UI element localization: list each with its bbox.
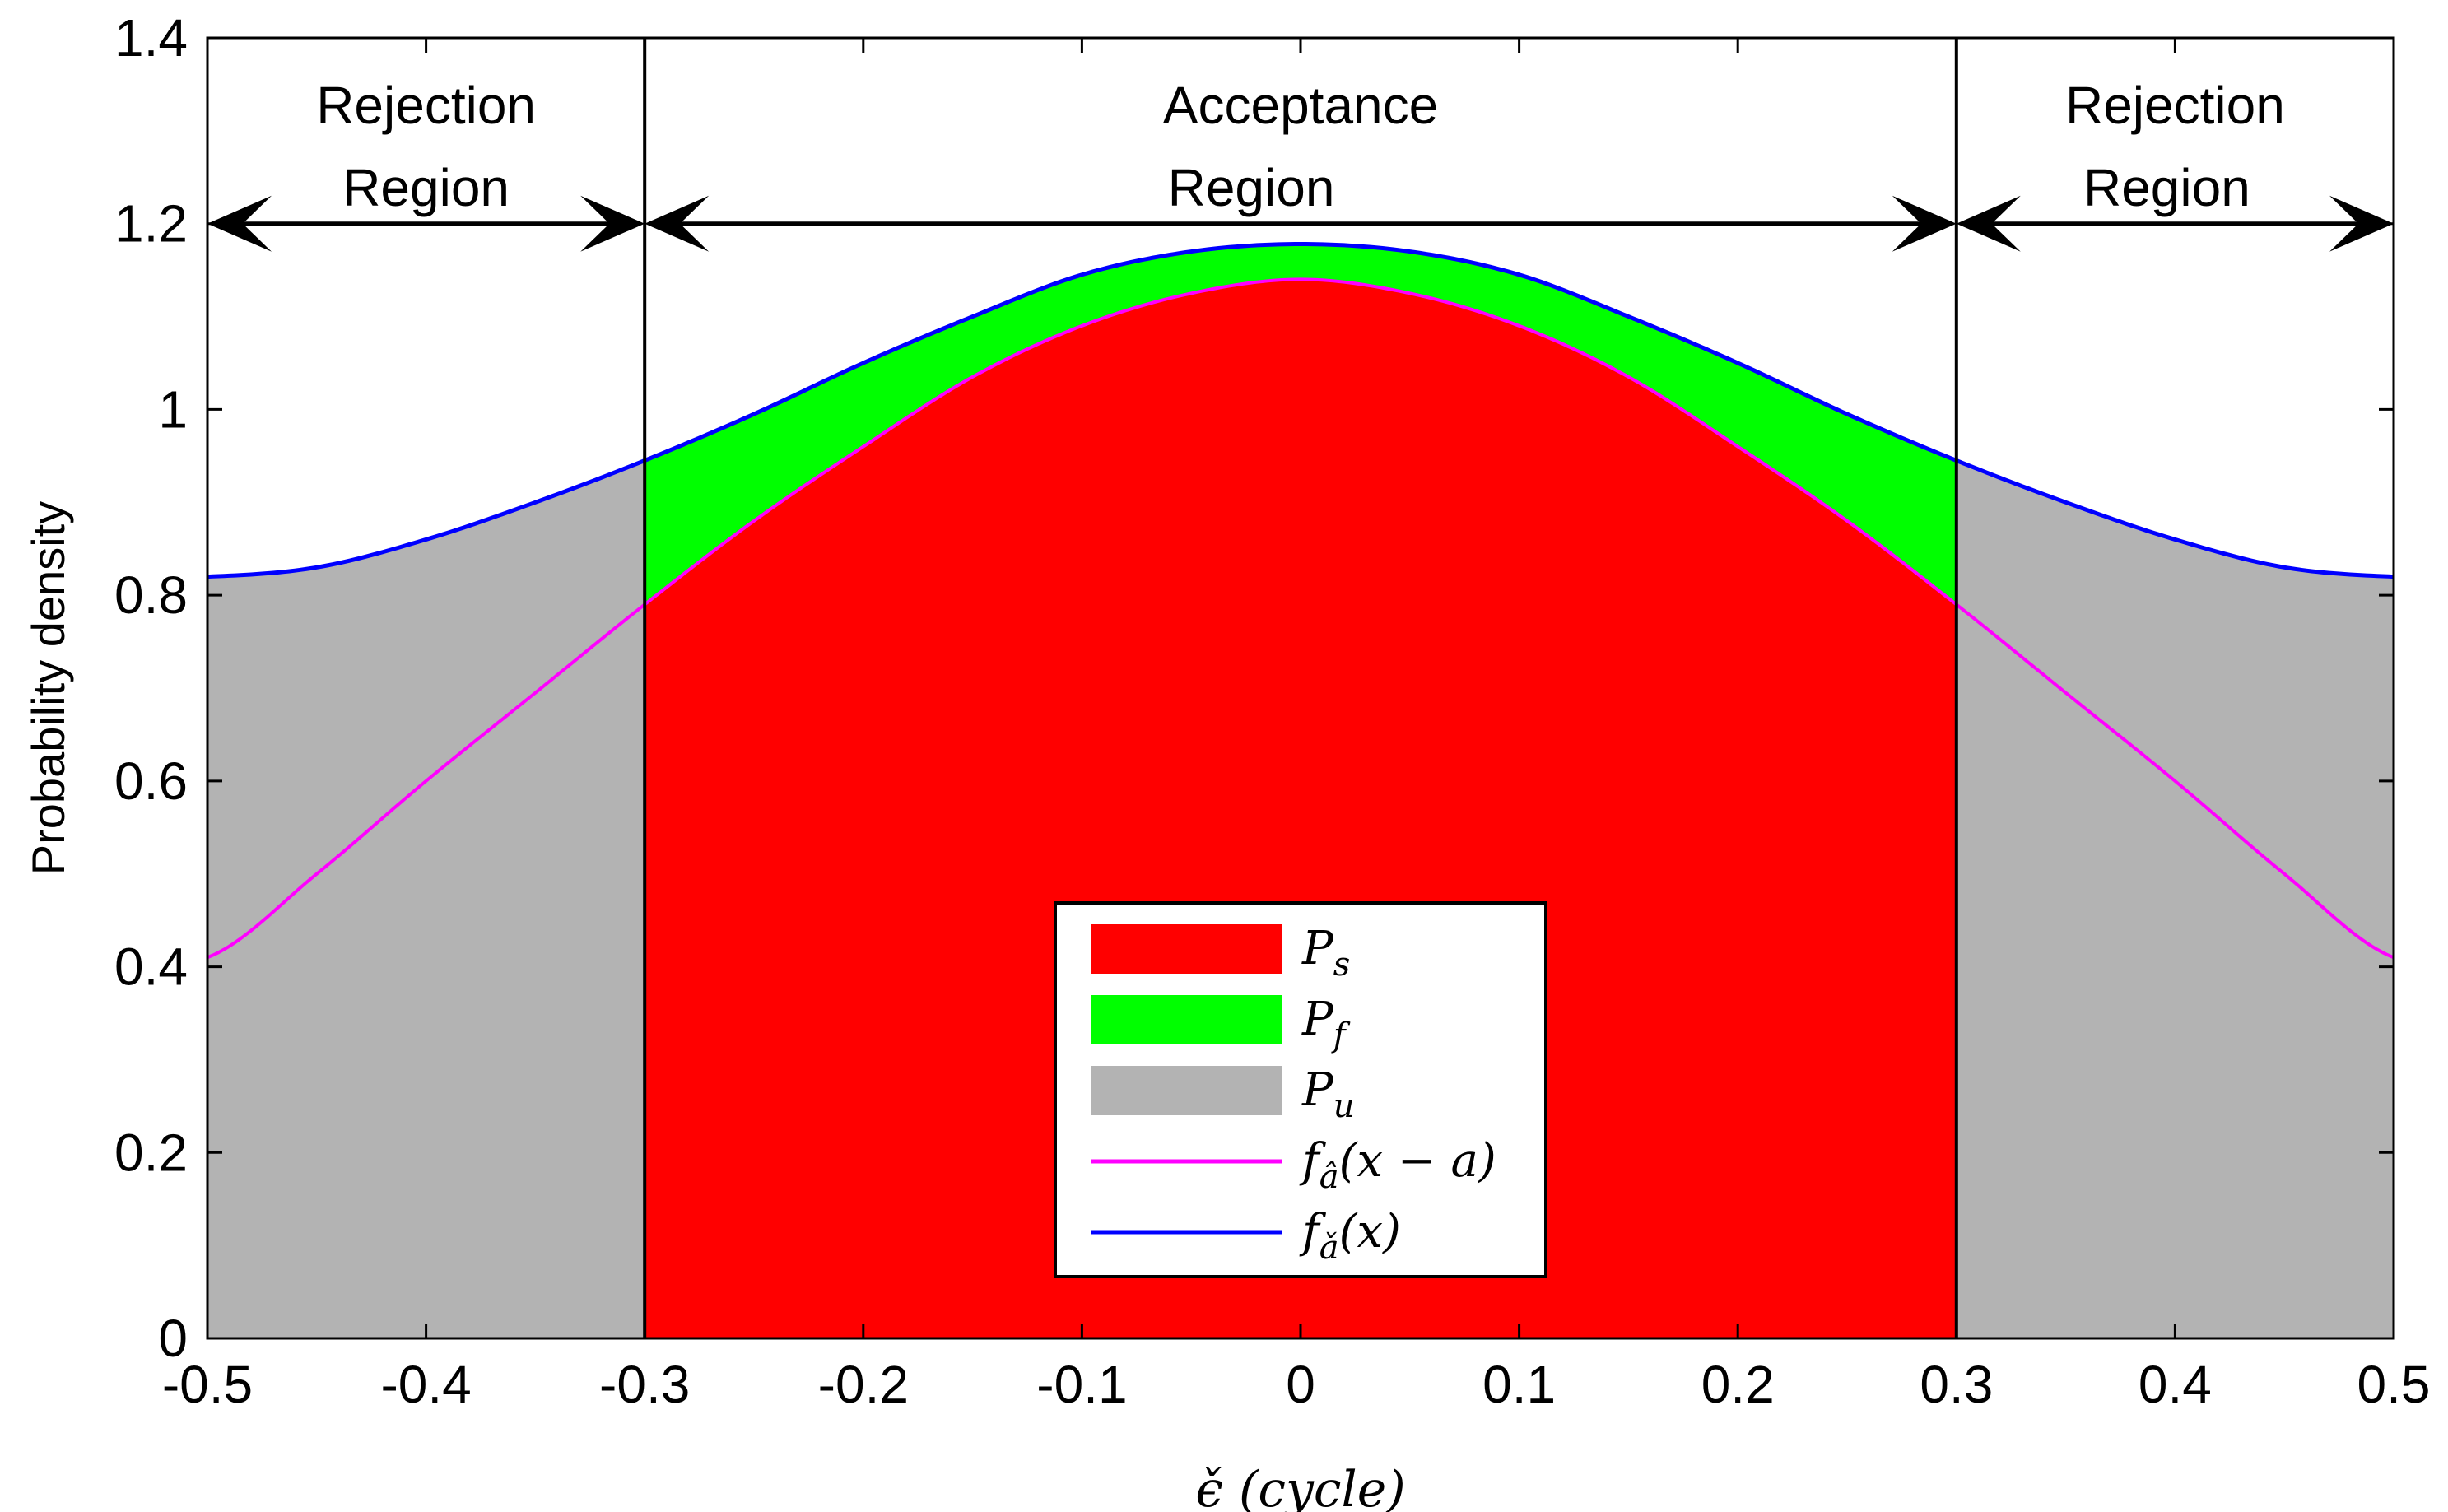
region-annotations: Rejection Region Acceptance Region Rejection… xyxy=(207,76,2394,252)
region-arrow-head-left xyxy=(645,195,710,252)
region-label-line1: Rejection xyxy=(2065,76,2285,135)
x-tick-label: 0.5 xyxy=(2357,1355,2431,1414)
x-tick-label: -0.4 xyxy=(380,1355,471,1414)
axes: -0.5 -0.4 -0.3 -0.2 -0.1 0 0.1 0.2 0.3 0.4 0.5 0 0.2… xyxy=(114,8,2430,1414)
y-tick-label: 1 xyxy=(158,379,188,439)
legend-label: fâ(x − a) xyxy=(1299,1134,1496,1196)
y-tick-label: 0.2 xyxy=(114,1123,188,1182)
legend-label: fǎ(x) xyxy=(1299,1205,1401,1267)
area-pf xyxy=(645,244,1957,605)
area-ps xyxy=(645,279,1957,1339)
region-label-line2: Region xyxy=(342,158,510,217)
legend-patch-s xyxy=(1091,924,1282,974)
region-label-line2: Region xyxy=(2083,158,2250,217)
y-tick-label: 1.2 xyxy=(114,194,188,254)
y-tick-label: 1.4 xyxy=(114,8,188,67)
region-label-line1: Acceptance xyxy=(1163,76,1438,135)
area-pu-left xyxy=(207,460,645,1338)
region-label-line1: Rejection xyxy=(316,76,536,135)
x-axis-label: ϵ̌ (cycle) xyxy=(1195,1461,1405,1512)
x-tick-label: 0.1 xyxy=(1482,1355,1556,1414)
region-arrow-head-right xyxy=(1892,195,1957,252)
region-arrow-head-left xyxy=(207,195,272,252)
y-tick-label: 0.8 xyxy=(114,565,188,625)
plot-area xyxy=(207,38,2394,1339)
y-axis-label: Probability density xyxy=(22,501,74,875)
x-tick-label: 0 xyxy=(1286,1355,1315,1414)
x-tick-label: 0.2 xyxy=(1701,1355,1775,1414)
x-tick-label: -0.5 xyxy=(162,1355,253,1414)
x-tick-label: 0.4 xyxy=(2139,1355,2212,1414)
legend-patch-f xyxy=(1091,995,1282,1044)
y-tick-label: 0.6 xyxy=(114,751,188,811)
x-tick-label: -0.1 xyxy=(1036,1355,1127,1414)
legend-label: Ps xyxy=(1301,922,1350,984)
legend-label: Pu xyxy=(1301,1063,1354,1125)
x-tick-label: -0.2 xyxy=(818,1355,909,1414)
area-pu-right xyxy=(1956,460,2394,1338)
region-label-line2: Region xyxy=(1168,158,1335,217)
series-line-magenta xyxy=(207,277,2394,960)
legend-patch-u xyxy=(1091,1066,1282,1115)
region-arrow-head-right xyxy=(2329,195,2394,252)
y-tick-label: 0.4 xyxy=(114,937,188,997)
x-tick-label: -0.3 xyxy=(599,1355,690,1414)
series-line-blue xyxy=(207,242,2394,579)
y-tick-label: 0 xyxy=(158,1309,188,1368)
region-arrow-head-right xyxy=(580,195,645,252)
x-tick-label: 0.3 xyxy=(1920,1355,1993,1414)
region-arrow-head-left xyxy=(1956,195,2021,252)
